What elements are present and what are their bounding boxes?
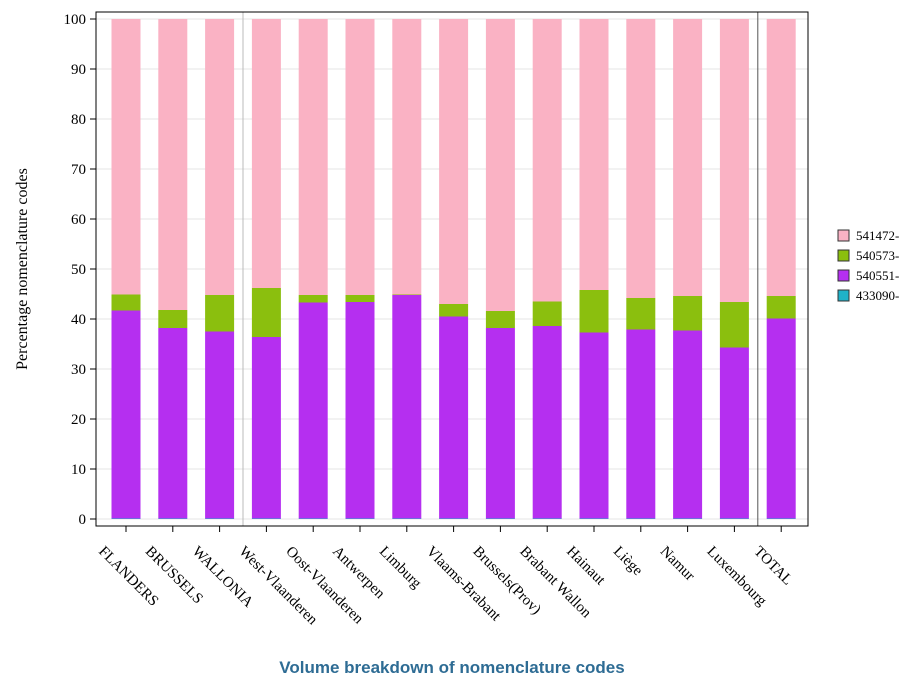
y-tick-label: 60	[71, 212, 86, 228]
bar-segment	[158, 19, 188, 310]
bar-segment	[532, 19, 562, 302]
y-tick-label: 70	[71, 162, 86, 178]
x-axis: FLANDERSBRUSSELSWALLONIAWest-VlaanderenO…	[95, 526, 795, 629]
bar-segment	[673, 518, 703, 519]
bar-segment	[298, 518, 328, 519]
bar-segment	[205, 331, 235, 519]
bar-segment	[579, 518, 609, 519]
bar-segment	[111, 294, 141, 311]
bar-segment	[766, 296, 796, 319]
bar-segment	[673, 330, 703, 519]
y-tick-label: 40	[71, 312, 86, 328]
bar-segment	[158, 328, 188, 519]
bar-segment	[298, 19, 328, 295]
bar-segment	[485, 328, 515, 519]
bar-segment	[251, 288, 281, 337]
bar-segment	[626, 298, 656, 330]
bar-segment	[392, 294, 422, 295]
x-tick-label: Namur	[657, 544, 698, 585]
bar-segment	[205, 295, 235, 332]
bar-segment	[439, 304, 469, 317]
bar-segment	[158, 310, 188, 328]
y-axis: 0 10 20 30 40 50 60 70 80 90 100	[64, 12, 96, 528]
bar-segment	[766, 518, 796, 519]
legend-swatch	[837, 289, 850, 302]
legend-swatch	[837, 249, 850, 262]
bar-segment	[298, 295, 328, 303]
bar-segment	[532, 326, 562, 519]
y-tick-label: 10	[71, 462, 86, 478]
bar-segment	[251, 19, 281, 288]
bar-segment	[626, 329, 656, 519]
y-tick-label: 50	[71, 262, 86, 278]
bar-segment	[673, 19, 703, 296]
y-tick-label: 90	[71, 62, 86, 78]
legend-label: 541472-	[856, 228, 899, 243]
bar-segment	[345, 302, 375, 519]
bar-segment	[392, 19, 422, 295]
bar-segment	[719, 302, 749, 348]
bar-segment	[485, 311, 515, 328]
legend-label: 540573-	[856, 248, 899, 263]
bar-segment	[345, 518, 375, 519]
y-tick-label: 20	[71, 412, 86, 428]
bar-segment	[626, 518, 656, 519]
y-tick-label: 80	[71, 112, 86, 128]
y-tick-label: 30	[71, 362, 86, 378]
y-axis-title: Percentage nomenclature codes	[14, 168, 31, 370]
bar-segment	[485, 19, 515, 311]
bars	[111, 19, 796, 519]
group-separators	[242, 12, 759, 526]
bar-segment	[251, 337, 281, 519]
x-tick-label: West-Vlaanderen	[236, 544, 321, 629]
bar-segment	[766, 19, 796, 296]
bar-segment	[111, 19, 141, 295]
x-tick-label: Hainaut	[563, 544, 608, 589]
bar-segment	[205, 518, 235, 519]
bar-segment	[392, 518, 422, 519]
y-tick-label: 100	[64, 12, 87, 28]
y-tick-label: 0	[79, 512, 87, 528]
bar-segment	[298, 302, 328, 519]
bar-segment	[579, 332, 609, 519]
bar-segment	[485, 518, 515, 519]
figure-caption: Volume breakdown of nomenclature codes	[279, 658, 624, 677]
bar-segment	[439, 316, 469, 519]
legend-swatch	[837, 269, 850, 282]
legend-label: 433090-	[856, 288, 899, 303]
bar-segment	[392, 295, 422, 519]
bar-segment	[579, 290, 609, 333]
bar-segment	[532, 518, 562, 519]
bar-segment	[345, 295, 375, 302]
legend-swatch	[837, 229, 850, 242]
bar-segment	[251, 518, 281, 519]
bar-segment	[719, 518, 749, 519]
x-tick-label: Liège	[610, 544, 646, 580]
x-tick-label: TOTAL	[750, 544, 795, 589]
x-tick-label: Limburg	[376, 544, 425, 593]
bar-segment	[439, 19, 469, 304]
bar-segment	[579, 19, 609, 290]
bar-segment	[205, 19, 235, 295]
bar-segment	[158, 518, 188, 519]
legend: 541472- 540573- 540551- 433090-	[837, 228, 899, 303]
legend-label: 540551-	[856, 268, 899, 283]
bar-segment	[111, 310, 141, 519]
bar-segment	[626, 19, 656, 298]
bar-segment	[673, 296, 703, 331]
bar-segment	[439, 518, 469, 519]
bar-segment	[766, 318, 796, 519]
bar-segment	[719, 347, 749, 519]
bar-segment	[719, 19, 749, 302]
bar-segment	[111, 518, 141, 519]
bar-segment	[345, 19, 375, 295]
bar-segment	[532, 301, 562, 326]
